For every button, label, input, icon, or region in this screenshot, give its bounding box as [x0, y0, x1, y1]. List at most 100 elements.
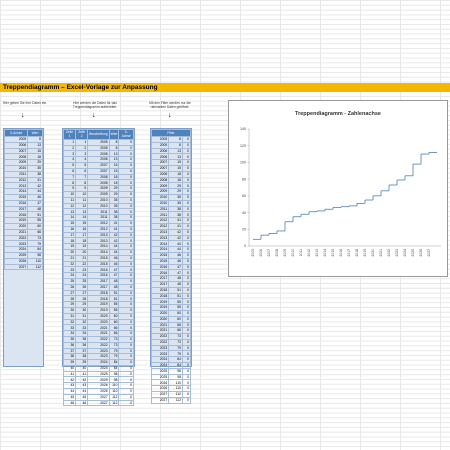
x-tick-label: 2010 — [291, 249, 295, 257]
x-tick-label: 2007 — [267, 249, 271, 257]
cell: 2012 — [87, 219, 110, 227]
row: 2015 46 — [3, 193, 43, 201]
row: 2005 8 0 — [150, 141, 192, 149]
cell: 0 — [118, 144, 134, 152]
row: 2019 55 0 — [150, 298, 192, 306]
y-tick-label: 40 — [242, 211, 246, 215]
row: 11 11 2010 35 0 — [62, 196, 134, 204]
cell: 13 — [108, 150, 120, 158]
cell: 2007 — [87, 167, 110, 175]
cell: 35 — [108, 196, 120, 204]
row: 17 17 2013 42 0 — [62, 231, 134, 239]
header-row: Filter — [151, 129, 191, 137]
row: 43 43 2026 110 0 — [62, 382, 134, 390]
y-tick-label: 100 — [240, 161, 246, 165]
row: 13 13 2011 38 0 — [62, 208, 134, 216]
cell: 0 — [181, 159, 192, 166]
cell: 0 — [118, 156, 134, 163]
header-cell: X-Achse — [118, 129, 134, 140]
cell: 47 — [27, 199, 43, 207]
cell: 48 — [27, 205, 43, 213]
cell: 29 — [108, 191, 120, 198]
cell: 2007 — [87, 162, 110, 169]
row: 2005 8 0 — [150, 136, 192, 143]
row: 5 5 2007 15 0 — [62, 162, 134, 169]
row: 2021 66 0 — [150, 327, 192, 335]
chart: Treppendiagramm - Zahlenachse 0 20 40 60 80 10… — [240, 111, 441, 257]
cell: 0 — [181, 217, 192, 224]
row: 2007 15 0 — [150, 165, 192, 172]
cell: 0 — [181, 153, 192, 161]
cell: 112 — [168, 396, 183, 404]
cell: 2008 — [87, 173, 110, 181]
row: 12 12 2010 35 0 — [62, 202, 134, 210]
cell: 0 — [181, 176, 192, 184]
cell: 13 — [108, 156, 120, 163]
cell: 2007 — [150, 159, 170, 166]
header-cell: Wert — [27, 129, 43, 137]
row: 2008 18 0 — [150, 176, 192, 184]
cell: 2027 — [150, 396, 170, 404]
cell: 0 — [118, 214, 134, 221]
cell: 2012 — [3, 176, 29, 184]
cell: 8 — [108, 138, 120, 146]
row: 2027 112 — [3, 263, 43, 271]
filter-table: Filter 2005 8 0 2005 8 0 2006 13 0 2006 13 0 2007 15 0 2… — [150, 128, 192, 404]
row: 2011 38 — [3, 170, 43, 178]
cell: 42 — [27, 182, 43, 190]
row: 2007 15 0 — [150, 159, 192, 166]
cell: 0 — [181, 205, 192, 213]
cell: 46 — [27, 193, 43, 201]
y-tick-label: 120 — [240, 144, 246, 148]
y-tick-label: 60 — [242, 194, 246, 198]
cell: 15 — [108, 162, 120, 169]
row: 2016 47 — [3, 199, 43, 207]
cell: 29 — [108, 185, 120, 192]
cell: 2012 — [87, 225, 110, 233]
cell: 2005 — [3, 136, 29, 143]
row: 4 4 2006 13 0 — [62, 156, 134, 163]
row: 2021 66 — [3, 228, 43, 236]
cell: 2014 — [3, 188, 29, 195]
cell: 8 — [27, 136, 43, 143]
x-tick-label: 2013 — [315, 249, 319, 257]
y-tick-label: 80 — [242, 177, 246, 181]
row: 19 19 2014 44 0 — [62, 243, 134, 250]
header-cell: Zeile 1 — [62, 129, 77, 140]
cell: 2010 — [150, 199, 170, 207]
cell: 0 — [118, 399, 134, 407]
arrow: ↓ — [168, 112, 172, 119]
x-tick-label: 2020 — [371, 249, 375, 257]
cell: 2011 — [87, 208, 110, 216]
row: 2006 13 0 — [150, 147, 192, 155]
row: 2009 29 0 — [150, 182, 192, 190]
x-tick-label: 2026 — [419, 249, 423, 257]
note: Hier werden die Daten für das Treppendia… — [72, 101, 118, 109]
y-tick-label: 0 — [244, 244, 246, 248]
cell: 2006 — [3, 141, 29, 149]
cell: 2006 — [87, 150, 110, 158]
cell: 0 — [118, 248, 134, 256]
table: Filter 2005 8 0 2005 8 0 2006 13 0 2006 13 0 2007 15 0 2… — [150, 129, 192, 404]
x-tick-label: 2012 — [307, 249, 311, 257]
cell: 66 — [27, 228, 43, 236]
cell: 2010 — [87, 196, 110, 204]
cell: 2010 — [87, 202, 110, 210]
arrow: ↓ — [21, 112, 25, 119]
cell: 46 — [75, 399, 89, 407]
x-tick-label: 2011 — [299, 249, 303, 256]
cell: 0 — [118, 231, 134, 239]
cell: 8 — [108, 144, 120, 152]
cell: 112 — [108, 399, 120, 407]
row: 2009 29 0 — [150, 188, 192, 195]
header-cell: Zeile 2 — [75, 129, 89, 140]
table: Zeile 1 Zeile 2 Beschriftung Wert X-Achse 1 1 2… — [62, 129, 134, 407]
cell: 29 — [27, 159, 43, 166]
cell: 2007 — [150, 165, 170, 172]
cell: 2022 — [3, 234, 29, 242]
row: 37 37 2023 79 0 — [62, 347, 134, 355]
row: 6 6 2007 15 0 — [62, 167, 134, 175]
cell: 0 — [181, 222, 192, 230]
cell: 44 — [108, 243, 120, 250]
